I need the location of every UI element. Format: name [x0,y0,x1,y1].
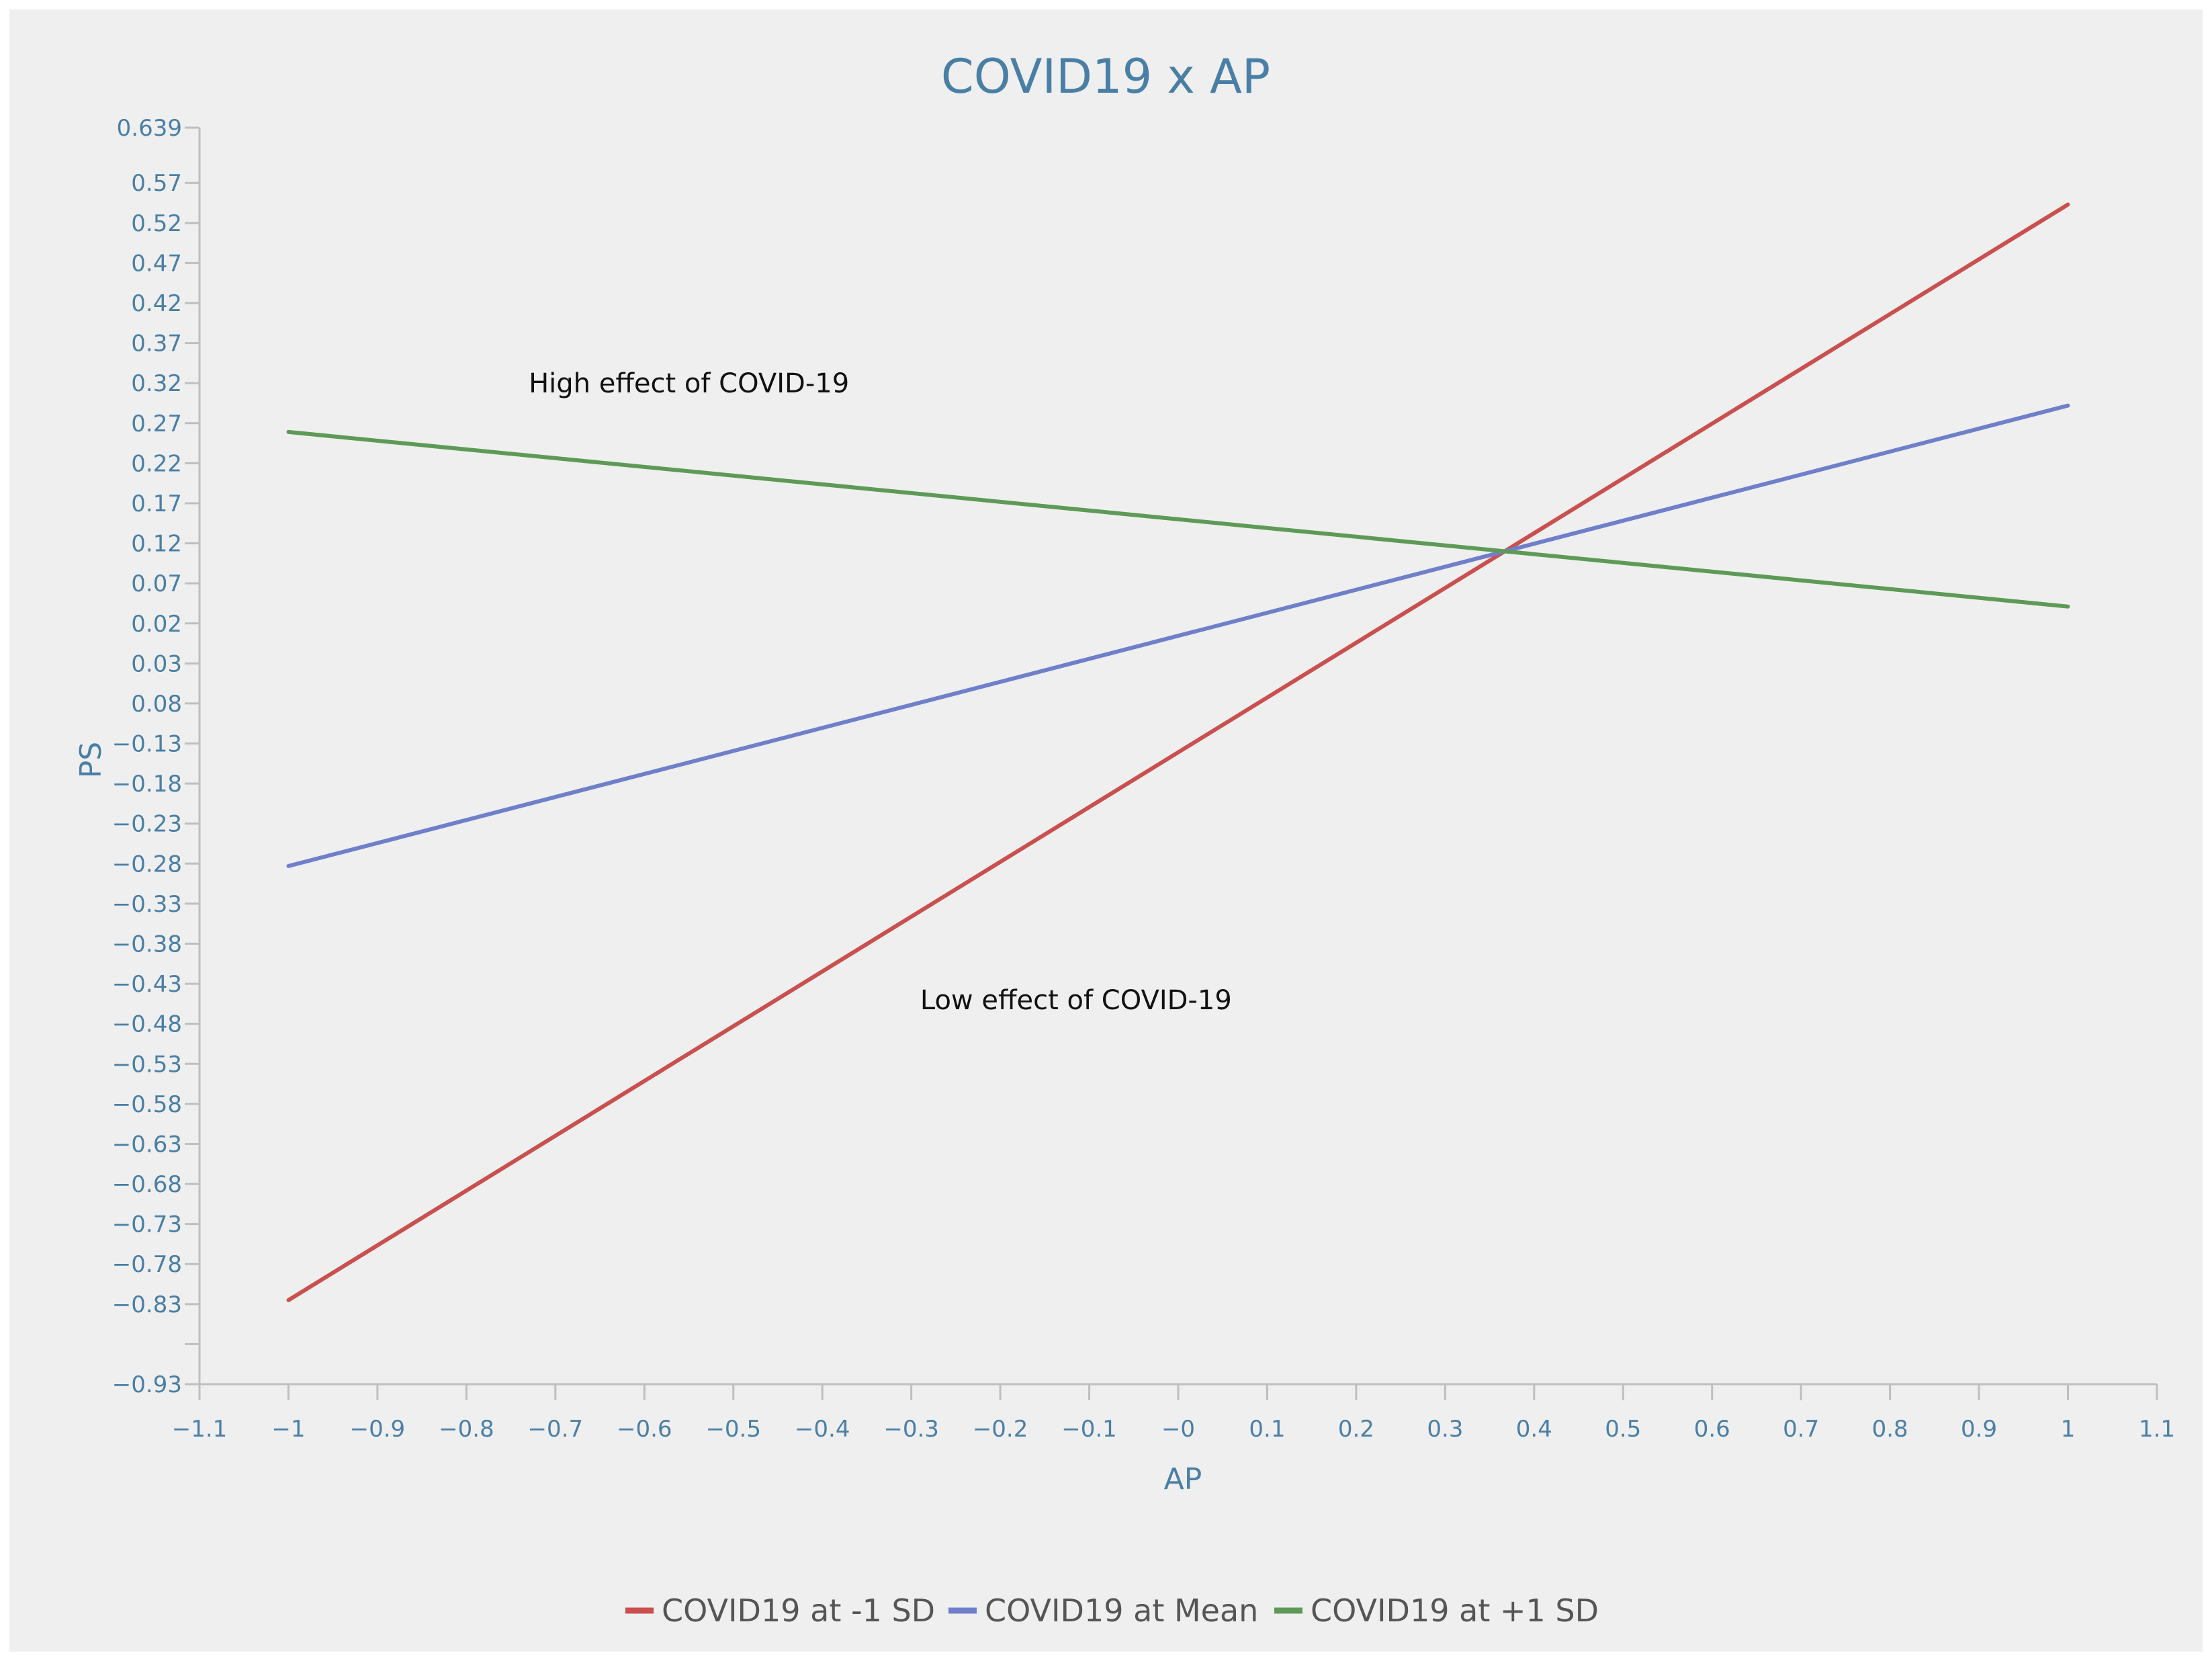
y-tick-label: −0.28 [112,851,182,878]
y-tick-label: −0.53 [112,1051,182,1078]
x-tick-label: −0.3 [883,1416,939,1443]
y-tick-label: −0.33 [112,891,182,918]
y-tick-label: 0.27 [131,411,182,437]
y-tick-label: 0.07 [131,570,182,597]
y-tick-label: 0.37 [131,331,182,357]
y-tick-label: −0.13 [112,731,182,758]
x-tick-label: 0.5 [1605,1416,1641,1443]
x-tick-label: 0.3 [1427,1416,1463,1443]
y-tick-label: 0.22 [131,450,182,477]
y-tick-label: 0.02 [131,611,182,638]
y-tick-label: 0.03 [131,650,182,677]
y-tick-label: 0.32 [131,370,182,397]
x-tick-label: −0.9 [350,1416,406,1443]
lines-layer [286,202,2070,1302]
x-tick-label: −0.4 [795,1416,850,1443]
chart-panel: COVID19 x AP 0.639 0.57 0.52 0.47 0.42 0.37 0.… [9,9,2203,1652]
y-tick-label: 0.12 [131,531,182,558]
x-tick-label: −0.1 [1061,1416,1117,1443]
legend-label-1: COVID19 at Mean [985,1592,1258,1629]
y-axis-label: PS [74,742,108,778]
y-tick-label: −0.38 [112,931,182,957]
annotation-0: High effect of COVID-19 [529,368,849,399]
x-tick-label: 0.2 [1338,1416,1374,1443]
y-tick-label: −0.83 [112,1291,182,1318]
y-tick-label: 0.08 [131,691,182,718]
y-tick-label: −0.73 [112,1211,182,1238]
y-tick-label: 0.639 [117,115,182,142]
y-tick-label: −0.93 [112,1371,182,1398]
y-tick-label: −0.23 [112,811,182,838]
x-tick-label: −1.1 [172,1416,228,1443]
x-tick-label: 0.1 [1249,1416,1285,1443]
y-tick-label: −0.63 [112,1131,182,1158]
x-tick-label: 0.7 [1783,1416,1819,1443]
x-tick-label: −0.8 [439,1416,494,1443]
x-tick-label: 0.8 [1872,1416,1908,1443]
x-tick-label: 0.4 [1516,1416,1552,1443]
y-tick-label: −0.58 [112,1091,182,1118]
y-tick-label: −0.78 [112,1251,182,1278]
annotation-1: Low effect of COVID-19 [920,985,1232,1016]
series-line-1 [286,403,2070,868]
chart-title: COVID19 x AP [941,49,1270,104]
x-tick-label: −0.7 [528,1416,584,1443]
y-tick-label: 0.47 [131,250,182,277]
y-tick-label: −0.18 [112,771,182,798]
legend: COVID19 at -1 SD COVID19 at Mean COVID19 a… [625,1592,1599,1629]
y-tick-label: 0.17 [131,491,182,517]
x-tick-label: −0 [1161,1416,1195,1443]
x-tick-label: −0.6 [617,1416,672,1443]
series-line-0 [286,202,2070,1302]
x-axis-label: AP [1164,1462,1202,1496]
y-tick-label: 0.42 [131,290,182,317]
y-tick-label: −0.68 [112,1171,182,1198]
x-tick-label: 1 [2061,1416,2076,1443]
y-tick-label: 0.52 [131,210,182,237]
chart-svg: COVID19 x AP 0.6390.570.520.470.420.370.… [74,49,2175,1629]
y-tick-label: −0.48 [112,1011,182,1038]
x-tick-label: 1.1 [2139,1416,2175,1443]
annotation-layer: High effect of COVID-19 Low effect of COV… [529,368,1232,1016]
series-line-2 [286,429,2070,609]
x-tick-label: 0.6 [1694,1416,1730,1443]
y-tick-label: −0.43 [112,971,182,998]
x-tick-label: −0.2 [973,1416,1028,1443]
x-tick-label: −1 [271,1416,305,1443]
axes-layer: 0.639 0.57 0.52 0.47 0.42 0.37 0.32 0.27 0.22 0.1… [112,115,2175,1443]
y-tick-label: 0.57 [131,170,182,197]
x-tick-label: −0.5 [705,1416,761,1443]
x-tick-label: 0.9 [1961,1416,1997,1443]
legend-label-2: COVID19 at +1 SD [1311,1592,1599,1629]
legend-label-0: COVID19 at -1 SD [662,1592,935,1629]
